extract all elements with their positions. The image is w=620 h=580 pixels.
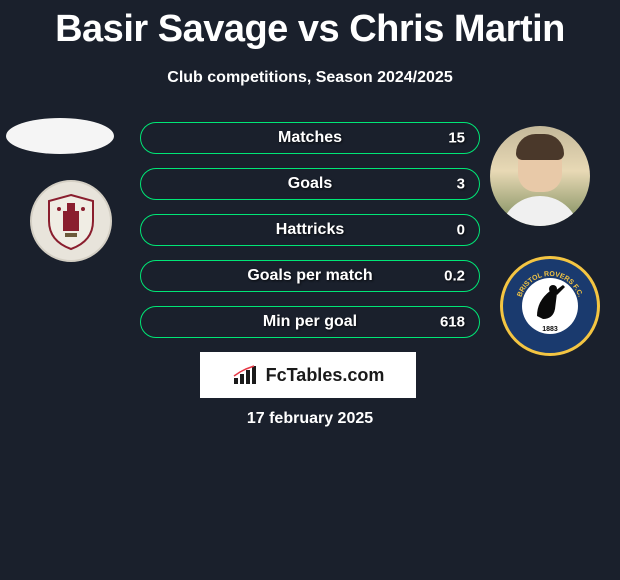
stat-value-right: 0.2 xyxy=(444,268,465,285)
stat-row-hattricks: Hattricks 0 xyxy=(140,214,480,246)
stat-row-gpm: Goals per match 0.2 xyxy=(140,260,480,292)
stat-label: Goals xyxy=(288,175,332,193)
stat-value-right: 15 xyxy=(448,130,465,147)
stat-value-right: 0 xyxy=(457,222,465,239)
player-right-avatar xyxy=(490,126,590,226)
club-left-badge xyxy=(30,180,112,262)
stat-value-right: 618 xyxy=(440,314,465,331)
stat-row-mpg: Min per goal 618 xyxy=(140,306,480,338)
svg-text:1883: 1883 xyxy=(542,326,558,333)
stat-row-matches: Matches 15 xyxy=(140,122,480,154)
shield-icon xyxy=(41,191,101,251)
source-logo: FcTables.com xyxy=(200,352,416,398)
stats-container: Matches 15 Goals 3 Hattricks 0 Goals per… xyxy=(140,122,480,352)
subtitle: Club competitions, Season 2024/2025 xyxy=(0,69,620,87)
player-left-avatar xyxy=(6,118,114,154)
bar-chart-icon xyxy=(232,364,260,386)
stat-row-goals: Goals 3 xyxy=(140,168,480,200)
page-title: Basir Savage vs Chris Martin xyxy=(0,0,620,51)
stat-label: Matches xyxy=(278,129,342,147)
stat-label: Hattricks xyxy=(276,221,344,239)
stat-label: Min per goal xyxy=(263,313,357,331)
club-badge-icon: 1883 BRISTOL ROVERS F.C. xyxy=(505,261,595,351)
stat-label: Goals per match xyxy=(247,267,372,285)
date-text: 17 february 2025 xyxy=(0,410,620,428)
stat-value-right: 3 xyxy=(457,176,465,193)
logo-text: FcTables.com xyxy=(266,365,385,386)
club-right-badge: 1883 BRISTOL ROVERS F.C. xyxy=(500,256,600,356)
